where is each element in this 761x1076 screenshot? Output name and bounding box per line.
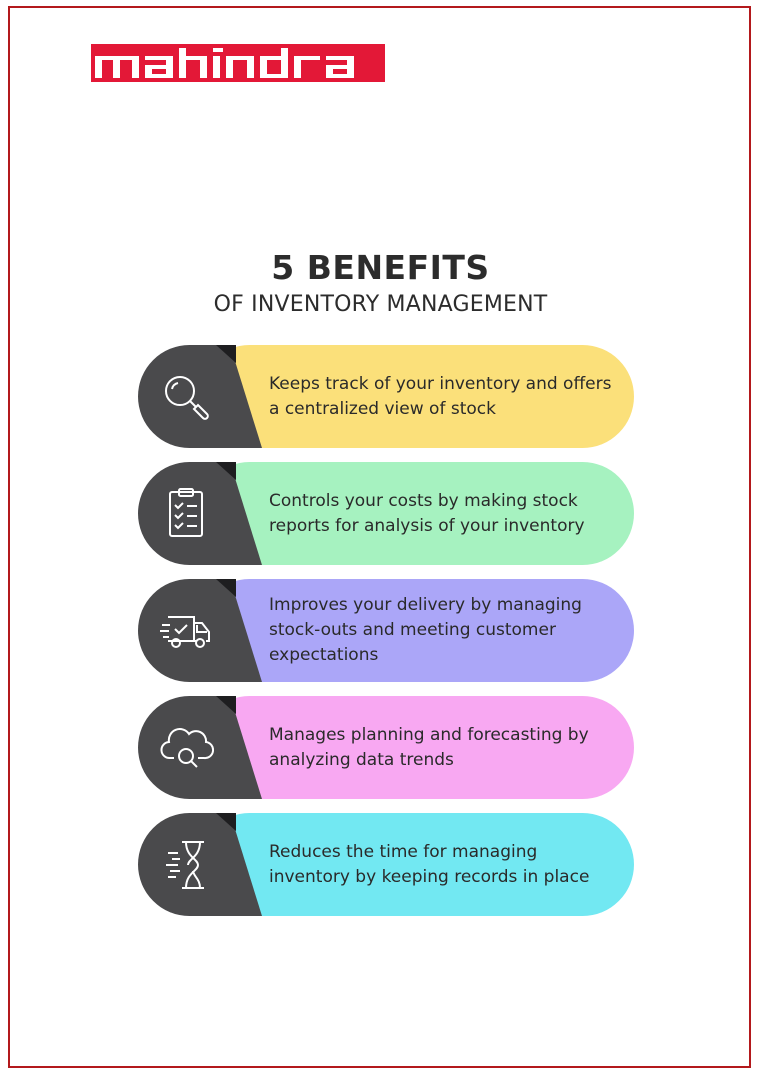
benefit-text: Improves your delivery by managing stock…: [269, 595, 582, 665]
benefit-card: Controls your costs by making stock repo…: [138, 462, 634, 565]
benefit-pill: [198, 345, 634, 448]
benefit-pill: [198, 579, 634, 682]
benefit-card: Reduces the time for managing inventory …: [138, 813, 634, 916]
benefit-card-background: [138, 579, 634, 682]
clipboard-checklist-icon: [169, 488, 203, 537]
benefit-card-background: [138, 813, 634, 916]
page-title: 5 BENEFITS: [271, 248, 490, 287]
benefit-card: Keeps track of your inventory and offers…: [138, 345, 634, 448]
benefit-card: Manages planning and forecasting by anal…: [138, 696, 634, 799]
benefit-card-background: [138, 345, 634, 448]
benefit-pill: [198, 696, 634, 799]
benefit-pill: [198, 462, 634, 565]
benefit-text: Manages planning and forecasting by anal…: [269, 724, 589, 770]
cloud-search-icon: [160, 728, 214, 768]
benefit-card: Improves your delivery by managing stock…: [138, 579, 634, 682]
benefit-text: Keeps track of your inventory and offers…: [269, 373, 612, 419]
benefit-card-background: [138, 696, 634, 799]
benefit-card-background: [138, 462, 634, 565]
delivery-truck-icon: [160, 616, 210, 648]
mahindra-logo: [91, 44, 385, 82]
benefit-pill: [198, 813, 634, 916]
magnifier-icon: [165, 376, 209, 420]
benefit-text: Reduces the time for managing inventory …: [269, 841, 590, 887]
hourglass-icon: [166, 841, 204, 889]
page-subtitle: OF INVENTORY MANAGEMENT: [213, 292, 548, 317]
benefit-text: Controls your costs by making stock repo…: [269, 490, 585, 536]
